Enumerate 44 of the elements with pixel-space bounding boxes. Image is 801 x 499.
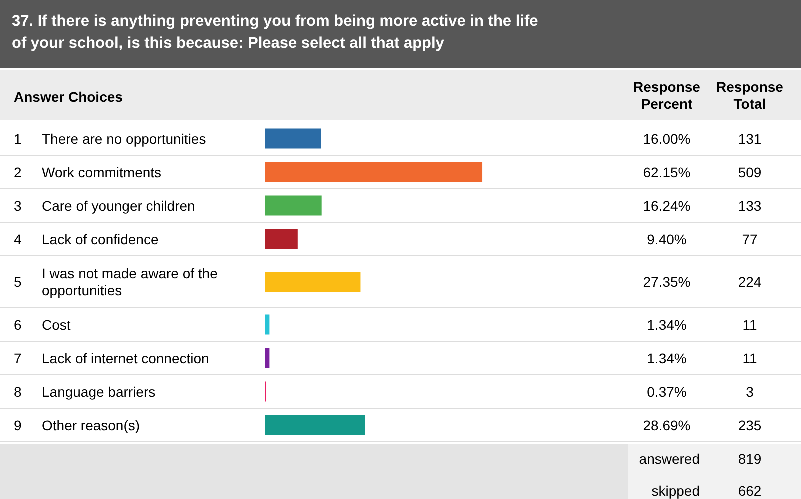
data-label: 27.35%	[643, 274, 691, 290]
text: 77	[742, 231, 758, 248]
data-label: 28.69%	[643, 417, 691, 434]
text: 11	[742, 316, 758, 333]
chart-title: 37. If there is anything preventing you from being more active in the life of your school, is this because: Please select all that apply	[12, 13, 539, 52]
text: 3	[746, 384, 754, 400]
y-tick-label: Lack of confidence	[42, 231, 159, 248]
text: 4	[14, 231, 22, 248]
text: 224	[738, 274, 762, 290]
text: Response Percent	[634, 79, 701, 112]
text: 819	[738, 451, 762, 467]
y-tick-label: Language barriers	[42, 384, 156, 400]
text: 11	[742, 350, 758, 366]
y-tick-label: Cost	[42, 316, 71, 333]
y-tick-label: Care of younger children	[42, 198, 196, 214]
data-label: 1.34%	[647, 316, 687, 333]
text: 5	[14, 274, 22, 290]
text: Answer Choices	[14, 89, 124, 105]
text: 1	[14, 130, 22, 147]
y-tick-label: Work commitments	[42, 164, 162, 180]
text: 662	[738, 483, 762, 499]
text: 509	[738, 164, 762, 180]
text: Response Total	[716, 79, 784, 112]
data-label: 16.00%	[643, 130, 691, 147]
data-label: 62.15%	[643, 164, 691, 180]
y-tick-label: Other reason(s)	[42, 417, 140, 434]
text: 7	[14, 350, 22, 366]
text: 131	[738, 130, 762, 147]
text: 235	[738, 417, 762, 434]
data-label: 1.34%	[647, 350, 687, 366]
text: 6	[14, 316, 22, 333]
y-tick-label: I was not made aware of the opportunities	[42, 266, 218, 298]
y-tick-label: There are no opportunities	[42, 130, 206, 147]
data-label: 0.37%	[647, 384, 687, 400]
text: 2	[14, 164, 22, 180]
data-label: 16.24%	[643, 198, 691, 214]
text: 133	[738, 198, 762, 214]
text: answered	[639, 451, 700, 467]
data-label: 9.40%	[647, 231, 687, 248]
y-tick-label: Lack of internet connection	[42, 350, 210, 366]
text: 9	[14, 417, 22, 434]
text: skipped	[652, 483, 700, 499]
text: 3	[14, 198, 22, 214]
text: 8	[14, 384, 22, 400]
